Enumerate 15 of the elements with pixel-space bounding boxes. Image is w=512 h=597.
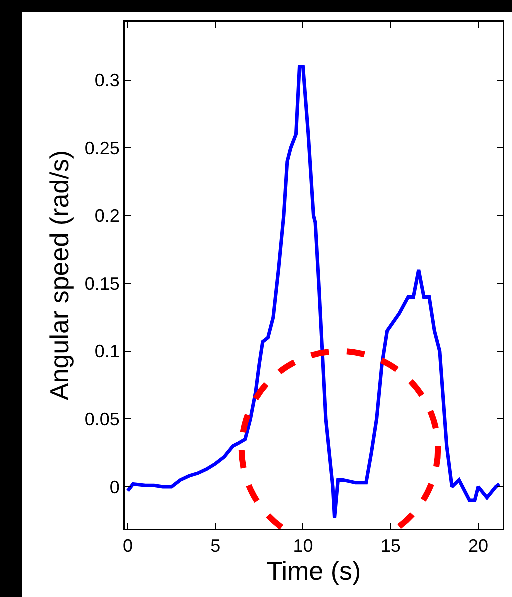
y-tick-label: 0.25 bbox=[84, 138, 120, 158]
y-tick-label: 0.3 bbox=[94, 70, 120, 91]
x-tick-label: 20 bbox=[468, 536, 488, 556]
y-tick-label: 0.2 bbox=[94, 206, 120, 226]
y-tick-label: 0 bbox=[110, 477, 120, 498]
y-axis-title: Angular speed (rad/s) bbox=[44, 150, 75, 401]
x-axis-title: Time (s) bbox=[266, 556, 362, 586]
x-tick-label: 10 bbox=[293, 536, 314, 556]
line-series bbox=[126, 64, 502, 520]
y-tick-label: 0.1 bbox=[94, 342, 120, 362]
x-tick-label: 0 bbox=[122, 536, 133, 556]
x-tick-label: 15 bbox=[380, 536, 401, 556]
y-tick-label: 0.15 bbox=[84, 274, 120, 294]
y-tick-label: 0.05 bbox=[84, 410, 120, 430]
x-tick-label: 5 bbox=[210, 536, 221, 556]
